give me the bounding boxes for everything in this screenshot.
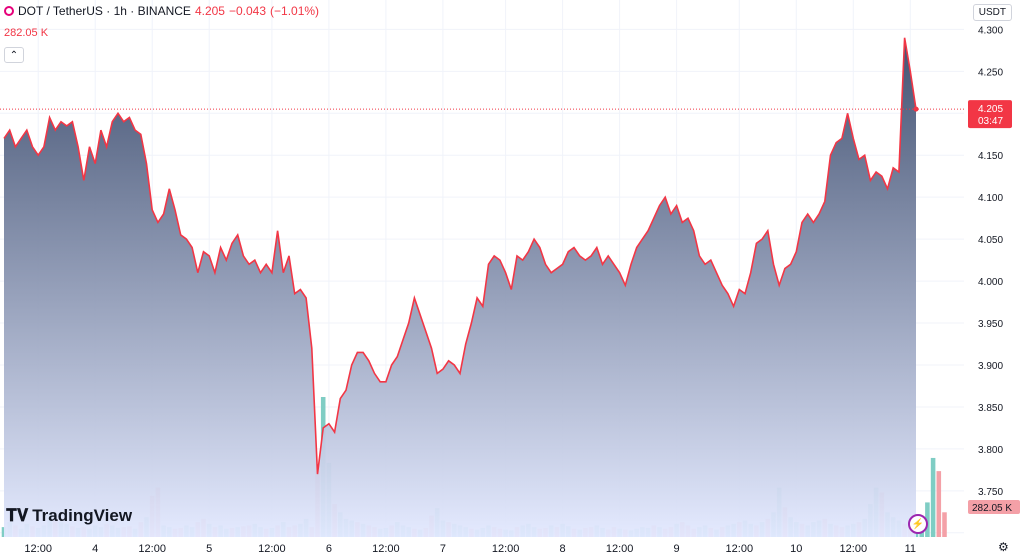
volume-legend: 282.05 K — [4, 27, 49, 39]
x-tick-label: 11 — [905, 543, 916, 555]
y-tick-label: 3.950 — [978, 319, 1003, 330]
last-price-tag-value: 4.205 — [978, 104, 1003, 115]
volume-tag — [968, 500, 1020, 514]
x-tick-label: 12:00 — [726, 543, 754, 555]
price-area-fill — [4, 37, 916, 538]
y-tick-label: 3.850 — [978, 403, 1003, 414]
price-change: −0.043 — [228, 4, 267, 18]
last-price-tag — [968, 100, 1012, 129]
x-tick-label: 7 — [440, 543, 446, 555]
x-tick-label: 9 — [674, 543, 680, 555]
volume-bar — [942, 512, 947, 537]
tradingview-icon: 𝐓𝐕 — [6, 506, 29, 525]
price-area — [0, 37, 964, 538]
x-tick-label: 5 — [206, 543, 212, 555]
y-tick-label: 4.150 — [978, 151, 1003, 162]
candle-countdown: 03:47 — [978, 116, 1003, 127]
y-tick-label: 4.050 — [978, 235, 1003, 246]
y-tick-label: 4.300 — [978, 25, 1003, 36]
price-change-pct: (−1.01%) — [270, 4, 320, 18]
y-tick-label: 3.900 — [978, 361, 1003, 372]
tradingview-wordmark: TradingView — [32, 506, 133, 525]
y-tick-label: 4.100 — [978, 193, 1003, 204]
tradingview-logo[interactable]: 𝐓𝐕 TradingView — [6, 506, 132, 526]
x-tick-label: 12:00 — [492, 543, 520, 555]
x-tick-label: 12:00 — [606, 543, 634, 555]
x-tick-label: 6 — [326, 543, 332, 555]
x-tick-label: 8 — [560, 543, 566, 555]
dot-logo-icon[interactable] — [4, 6, 14, 16]
y-tick-label: 4.250 — [978, 67, 1003, 78]
volume-bar — [930, 457, 936, 537]
x-tick-label: 12:00 — [258, 543, 286, 555]
y-tick-label: 3.800 — [978, 445, 1003, 456]
settings-gear-icon[interactable]: ⚙ — [998, 540, 1009, 554]
last-price-marker — [913, 106, 919, 112]
y-tick-label: 3.750 — [978, 487, 1003, 498]
x-tick-label: 4 — [92, 543, 98, 555]
volume-bar — [936, 471, 942, 537]
currency-button[interactable]: USDT — [972, 4, 1012, 21]
price-axis[interactable]: 4.3004.2504.2004.1504.1004.0504.0003.950… — [968, 25, 1020, 514]
symbol-header: DOT / TetherUS · 1h · BINANCE 4.205 −0.0… — [4, 4, 319, 18]
x-tick-label: 10 — [790, 543, 802, 555]
y-tick-label: 4.000 — [978, 277, 1003, 288]
lightning-icon[interactable]: ⚡ — [908, 514, 928, 534]
time-axis[interactable]: 12:00 4 12:00 5 12:00 6 12:00 7 12:00 8 12:00 9 12:0… — [24, 543, 916, 555]
x-tick-label: 12:00 — [372, 543, 400, 555]
x-tick-label: 12:00 — [138, 543, 166, 555]
symbol-title[interactable]: DOT / TetherUS · 1h · BINANCE — [18, 4, 191, 18]
last-price: 4.205 — [194, 4, 225, 18]
volume-tag-value: 282.05 K — [972, 503, 1012, 514]
collapse-legend-button[interactable]: ⌃ — [4, 47, 24, 63]
price-line — [3, 37, 917, 475]
x-tick-label: 12:00 — [24, 543, 52, 555]
x-tick-label: 12:00 — [840, 543, 868, 555]
